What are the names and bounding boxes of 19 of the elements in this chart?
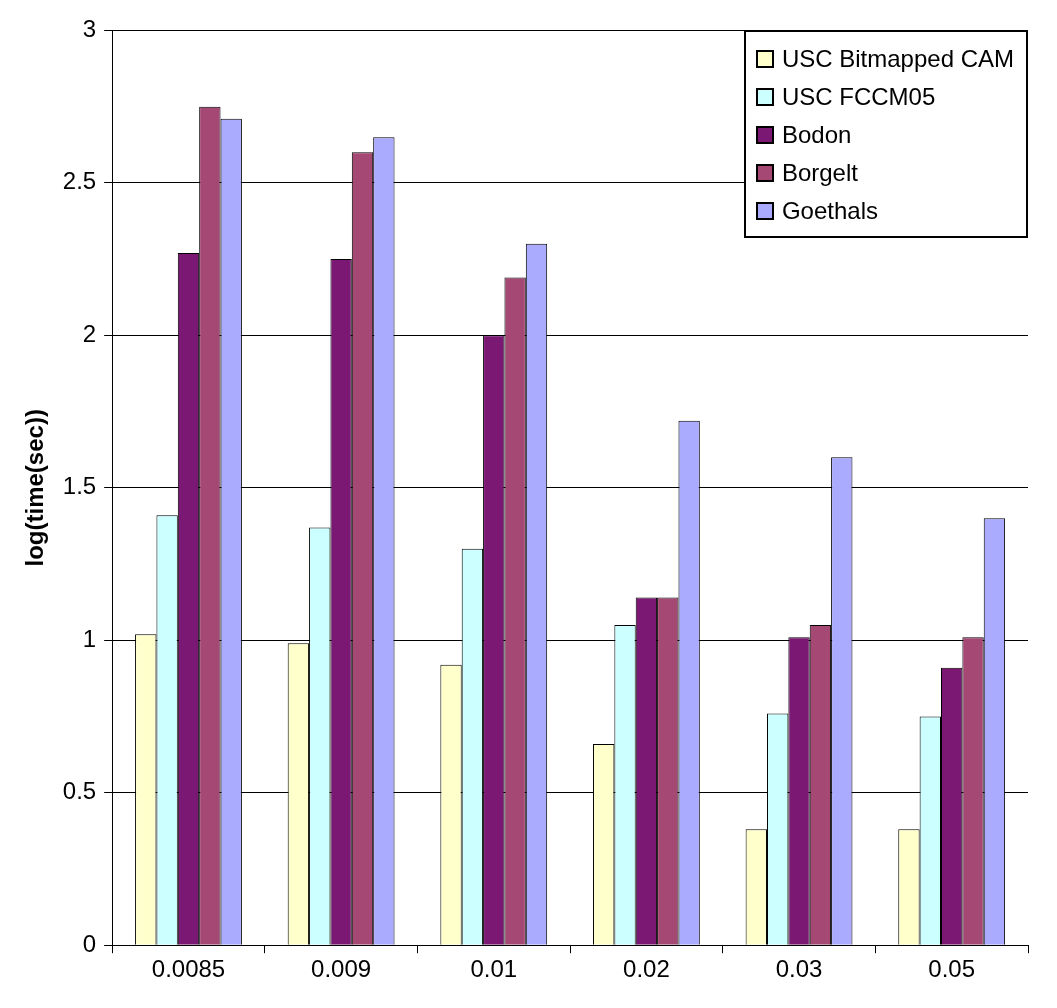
x-tick-label: 0.01	[470, 955, 518, 983]
y-tick-label: 1.5	[62, 472, 97, 500]
y-tick-label: 3	[82, 15, 97, 43]
x-tick-label: 0.03	[775, 955, 823, 983]
legend-label: Bodon	[781, 121, 852, 149]
x-tick-label: 0.02	[623, 955, 670, 983]
y-tick-label: 2	[82, 319, 97, 347]
x-tick-label: 0.05	[928, 955, 976, 983]
x-tick-label: 0.0085	[151, 955, 226, 983]
legend-label: Goethals	[781, 197, 878, 225]
legend-label: Borgelt	[781, 159, 858, 187]
y-tick-label: 0	[82, 929, 97, 957]
y-tick-label: 2.5	[62, 167, 97, 195]
y-tick-label: 1	[82, 624, 97, 652]
x-tick-label: 0.009	[311, 955, 372, 983]
legend-label: USC FCCM05	[781, 83, 936, 111]
y-tick-label: 0.5	[62, 777, 97, 805]
legend-label: USC Bitmapped CAM	[781, 45, 1014, 73]
y-axis-title: log(time(sec))	[21, 409, 49, 567]
